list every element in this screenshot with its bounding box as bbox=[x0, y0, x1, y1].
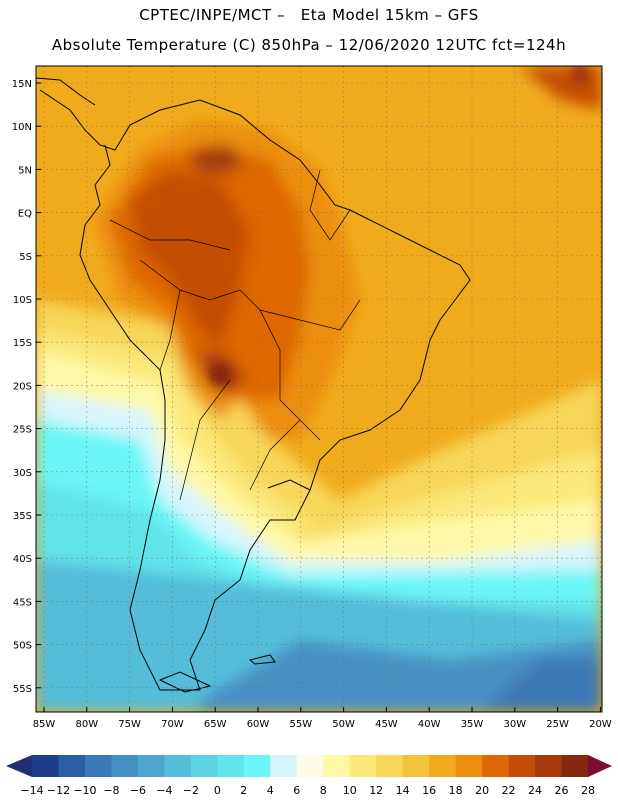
colorbar-swatch bbox=[217, 755, 245, 777]
lat-label: 30S bbox=[13, 468, 32, 479]
colorbar-swatch bbox=[58, 755, 86, 777]
lat-label: 10S bbox=[13, 295, 32, 306]
lon-label: 85W bbox=[33, 719, 56, 730]
colorbar-left-arrow bbox=[6, 755, 32, 777]
colorbar-swatch bbox=[243, 755, 271, 777]
colorbar-swatch bbox=[429, 755, 457, 777]
graticule bbox=[36, 66, 602, 712]
colorbar-swatch bbox=[402, 755, 430, 777]
lon-label: 35W bbox=[461, 719, 484, 730]
temperature-map: 15N 10N 5N EQ 5S 10S 15S 20S 25S 30S 35S 40S 45S 50S 5… bbox=[12, 65, 612, 730]
lat-label: 15S bbox=[13, 338, 32, 349]
field-hotspot-core bbox=[210, 365, 230, 385]
colorbar-swatch bbox=[535, 755, 563, 777]
lon-label: 60W bbox=[247, 719, 270, 730]
lon-label: 65W bbox=[204, 719, 227, 730]
field-deepblue-band bbox=[480, 660, 602, 712]
colorbar-label: 22 bbox=[502, 784, 516, 797]
lon-label: 25W bbox=[546, 719, 569, 730]
colorbar-label: 18 bbox=[449, 784, 463, 797]
lat-label: 55S bbox=[13, 684, 32, 695]
lon-label: 70W bbox=[161, 719, 184, 730]
colorbar-label: 24 bbox=[528, 784, 542, 797]
field-hotter-interior bbox=[130, 170, 250, 350]
chart-title-line2: Absolute Temperature (C) 850hPa – 12/06/… bbox=[51, 36, 567, 54]
lat-label: 5S bbox=[19, 252, 32, 263]
colorbar-right-arrow bbox=[588, 755, 612, 777]
colorbar-swatch bbox=[296, 755, 324, 777]
colorbar-swatch bbox=[270, 755, 298, 777]
colorbar-swatch bbox=[349, 755, 377, 777]
lon-label: 80W bbox=[75, 719, 98, 730]
lat-label: 50S bbox=[13, 641, 32, 652]
colorbar-label: 4 bbox=[267, 784, 274, 797]
map-frame bbox=[35, 65, 603, 713]
lat-label: 20S bbox=[13, 381, 32, 392]
colorbar-swatch bbox=[508, 755, 536, 777]
colorbar-label: 10 bbox=[343, 784, 357, 797]
colorbar: −14 −12 −10 −8 −6 −4 −2 0 2 4 6 8 10 12 14 16 18 20 22 24 26… bbox=[6, 755, 612, 797]
lon-label: 20W bbox=[589, 719, 612, 730]
colorbar-swatch bbox=[561, 755, 589, 777]
lon-label: 55W bbox=[289, 719, 312, 730]
lat-label: 45S bbox=[13, 597, 32, 608]
lat-label: EQ bbox=[18, 209, 32, 220]
colorbar-swatch bbox=[84, 755, 112, 777]
colorbar-swatch bbox=[137, 755, 165, 777]
colorbar-label: −8 bbox=[103, 784, 119, 797]
colorbar-label: 28 bbox=[581, 784, 595, 797]
colorbar-swatch bbox=[482, 755, 510, 777]
lon-label: 50W bbox=[332, 719, 355, 730]
colorbar-label: −12 bbox=[47, 784, 70, 797]
lon-label: 45W bbox=[375, 719, 398, 730]
colorbar-label: −10 bbox=[73, 784, 96, 797]
lat-label: 15N bbox=[12, 79, 32, 90]
lat-label: 10N bbox=[12, 122, 32, 133]
lon-label: 40W bbox=[418, 719, 441, 730]
lat-label: 5N bbox=[18, 165, 32, 176]
colorbar-label: 12 bbox=[369, 784, 383, 797]
lat-label: 40S bbox=[13, 554, 32, 565]
colorbar-swatch bbox=[455, 755, 483, 777]
colorbar-swatch bbox=[111, 755, 139, 777]
colorbar-label: 20 bbox=[475, 784, 489, 797]
chart-title-line1: CPTEC/INPE/MCT – Eta Model 15km – GFS bbox=[139, 6, 479, 24]
colorbar-swatches bbox=[32, 755, 589, 777]
colorbar-label: 2 bbox=[240, 784, 247, 797]
lat-label: 25S bbox=[13, 425, 32, 436]
colorbar-swatch bbox=[190, 755, 218, 777]
colorbar-label: 8 bbox=[320, 784, 327, 797]
longitude-labels: 85W 80W 75W 70W 65W 60W 55W 50W 45W 40W 35W 30W 25W 2… bbox=[33, 707, 612, 730]
colorbar-label: 14 bbox=[396, 784, 410, 797]
colorbar-label: 16 bbox=[422, 784, 436, 797]
colorbar-swatch bbox=[164, 755, 192, 777]
latitude-labels: 15N 10N 5N EQ 5S 10S 15S 20S 25S 30S 35S 40S 45S 50S 5… bbox=[12, 79, 41, 695]
lat-label: 35S bbox=[13, 511, 32, 522]
colorbar-label: −6 bbox=[130, 784, 146, 797]
colorbar-label: −4 bbox=[156, 784, 172, 797]
colorbar-swatch bbox=[32, 755, 59, 777]
field-hotspot-north bbox=[190, 145, 245, 175]
colorbar-labels: −14 −12 −10 −8 −6 −4 −2 0 2 4 6 8 10 12 14 16 18 20 22 24 26… bbox=[20, 784, 595, 797]
colorbar-swatch bbox=[323, 755, 351, 777]
temperature-field bbox=[36, 66, 602, 712]
colorbar-swatch bbox=[376, 755, 404, 777]
field-ne-core bbox=[570, 66, 590, 85]
colorbar-label: −14 bbox=[20, 784, 43, 797]
colorbar-label: 26 bbox=[555, 784, 569, 797]
country-borders bbox=[109, 169, 361, 501]
lon-label: 30W bbox=[503, 719, 526, 730]
colorbar-label: −2 bbox=[183, 784, 199, 797]
colorbar-label: 0 bbox=[214, 784, 221, 797]
lon-label: 75W bbox=[118, 719, 141, 730]
colorbar-label: 6 bbox=[293, 784, 300, 797]
